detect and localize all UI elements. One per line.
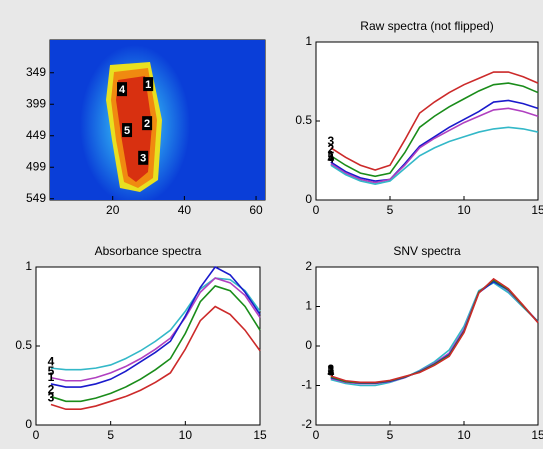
x-tick-label: 0 <box>313 203 320 217</box>
series-line <box>50 285 261 403</box>
series-line <box>330 99 539 182</box>
series-line <box>50 277 261 382</box>
axes-box <box>315 266 539 426</box>
x-tick-label: 0 <box>313 428 320 442</box>
y-tick-label: -2 <box>301 417 312 431</box>
series-line <box>50 305 261 410</box>
series-label: 4 <box>48 354 55 368</box>
series-label: 3 <box>327 362 334 376</box>
roi-label: 3 <box>140 153 146 165</box>
series-label: 3 <box>327 134 334 148</box>
y-tick-label: 2 <box>305 259 312 273</box>
chart-title: SNV spectra <box>393 244 461 258</box>
x-tick-label: 60 <box>249 203 263 217</box>
series-label: 5 <box>327 365 334 379</box>
series-label: 3 <box>48 391 55 405</box>
y-tick-label: 1 <box>305 299 312 313</box>
roi-marker <box>143 77 154 92</box>
chart-title: Raw spectra (not flipped) <box>360 19 493 33</box>
x-tick-label: 40 <box>178 203 192 217</box>
series-line <box>50 265 261 388</box>
series-label: 2 <box>327 363 334 377</box>
series-label: 4 <box>327 366 334 380</box>
y-tick-label: -1 <box>301 378 312 392</box>
x-tick-label: 0 <box>33 428 40 442</box>
x-tick-label: 5 <box>387 428 394 442</box>
y-tick-label: 0 <box>305 338 312 352</box>
y-tick-label: 549 <box>26 191 46 205</box>
series-label: 2 <box>48 383 55 397</box>
y-tick-label: 349 <box>26 65 46 79</box>
x-tick-label: 10 <box>457 428 471 442</box>
series-label: 1 <box>327 364 334 378</box>
series-label: 5 <box>48 364 55 378</box>
y-tick-label: 0 <box>25 417 32 431</box>
roi-marker <box>117 82 128 97</box>
series-label: 4 <box>327 151 334 165</box>
y-tick-label: 499 <box>26 159 46 173</box>
series-label: 1 <box>48 370 55 384</box>
series-line <box>50 277 261 371</box>
series-line <box>330 277 539 384</box>
y-tick-label: 0.5 <box>15 338 32 352</box>
series-line <box>330 82 539 178</box>
x-tick-label: 15 <box>531 203 543 217</box>
x-tick-label: 5 <box>107 428 114 442</box>
series-line <box>330 71 539 171</box>
chart-title: Absorbance spectra <box>95 244 202 258</box>
series-line <box>330 126 539 186</box>
series-label: 2 <box>327 142 334 156</box>
x-tick-label: 15 <box>531 428 543 442</box>
y-tick-label: 1 <box>305 34 312 48</box>
roi-marker <box>122 123 133 138</box>
roi-label: 4 <box>119 84 126 96</box>
x-tick-label: 20 <box>106 203 120 217</box>
roi-label: 2 <box>144 118 150 130</box>
heatmap <box>50 40 265 200</box>
y-tick-label: 399 <box>26 96 46 110</box>
roi-label: 5 <box>124 125 130 137</box>
x-tick-label: 10 <box>179 428 193 442</box>
x-tick-label: 5 <box>387 203 394 217</box>
series-line <box>330 281 539 387</box>
y-tick-label: 0.5 <box>295 113 312 127</box>
y-tick-label: 1 <box>25 259 32 273</box>
x-tick-label: 15 <box>253 428 267 442</box>
y-tick-label: 0 <box>305 192 312 206</box>
y-tick-label: 449 <box>26 128 46 142</box>
series-line <box>330 107 539 184</box>
x-tick-label: 10 <box>457 203 471 217</box>
roi-marker <box>138 150 149 165</box>
series-label: 1 <box>327 148 334 162</box>
roi-marker <box>142 116 153 131</box>
series-label: 5 <box>327 150 334 164</box>
roi-label: 1 <box>145 79 151 91</box>
